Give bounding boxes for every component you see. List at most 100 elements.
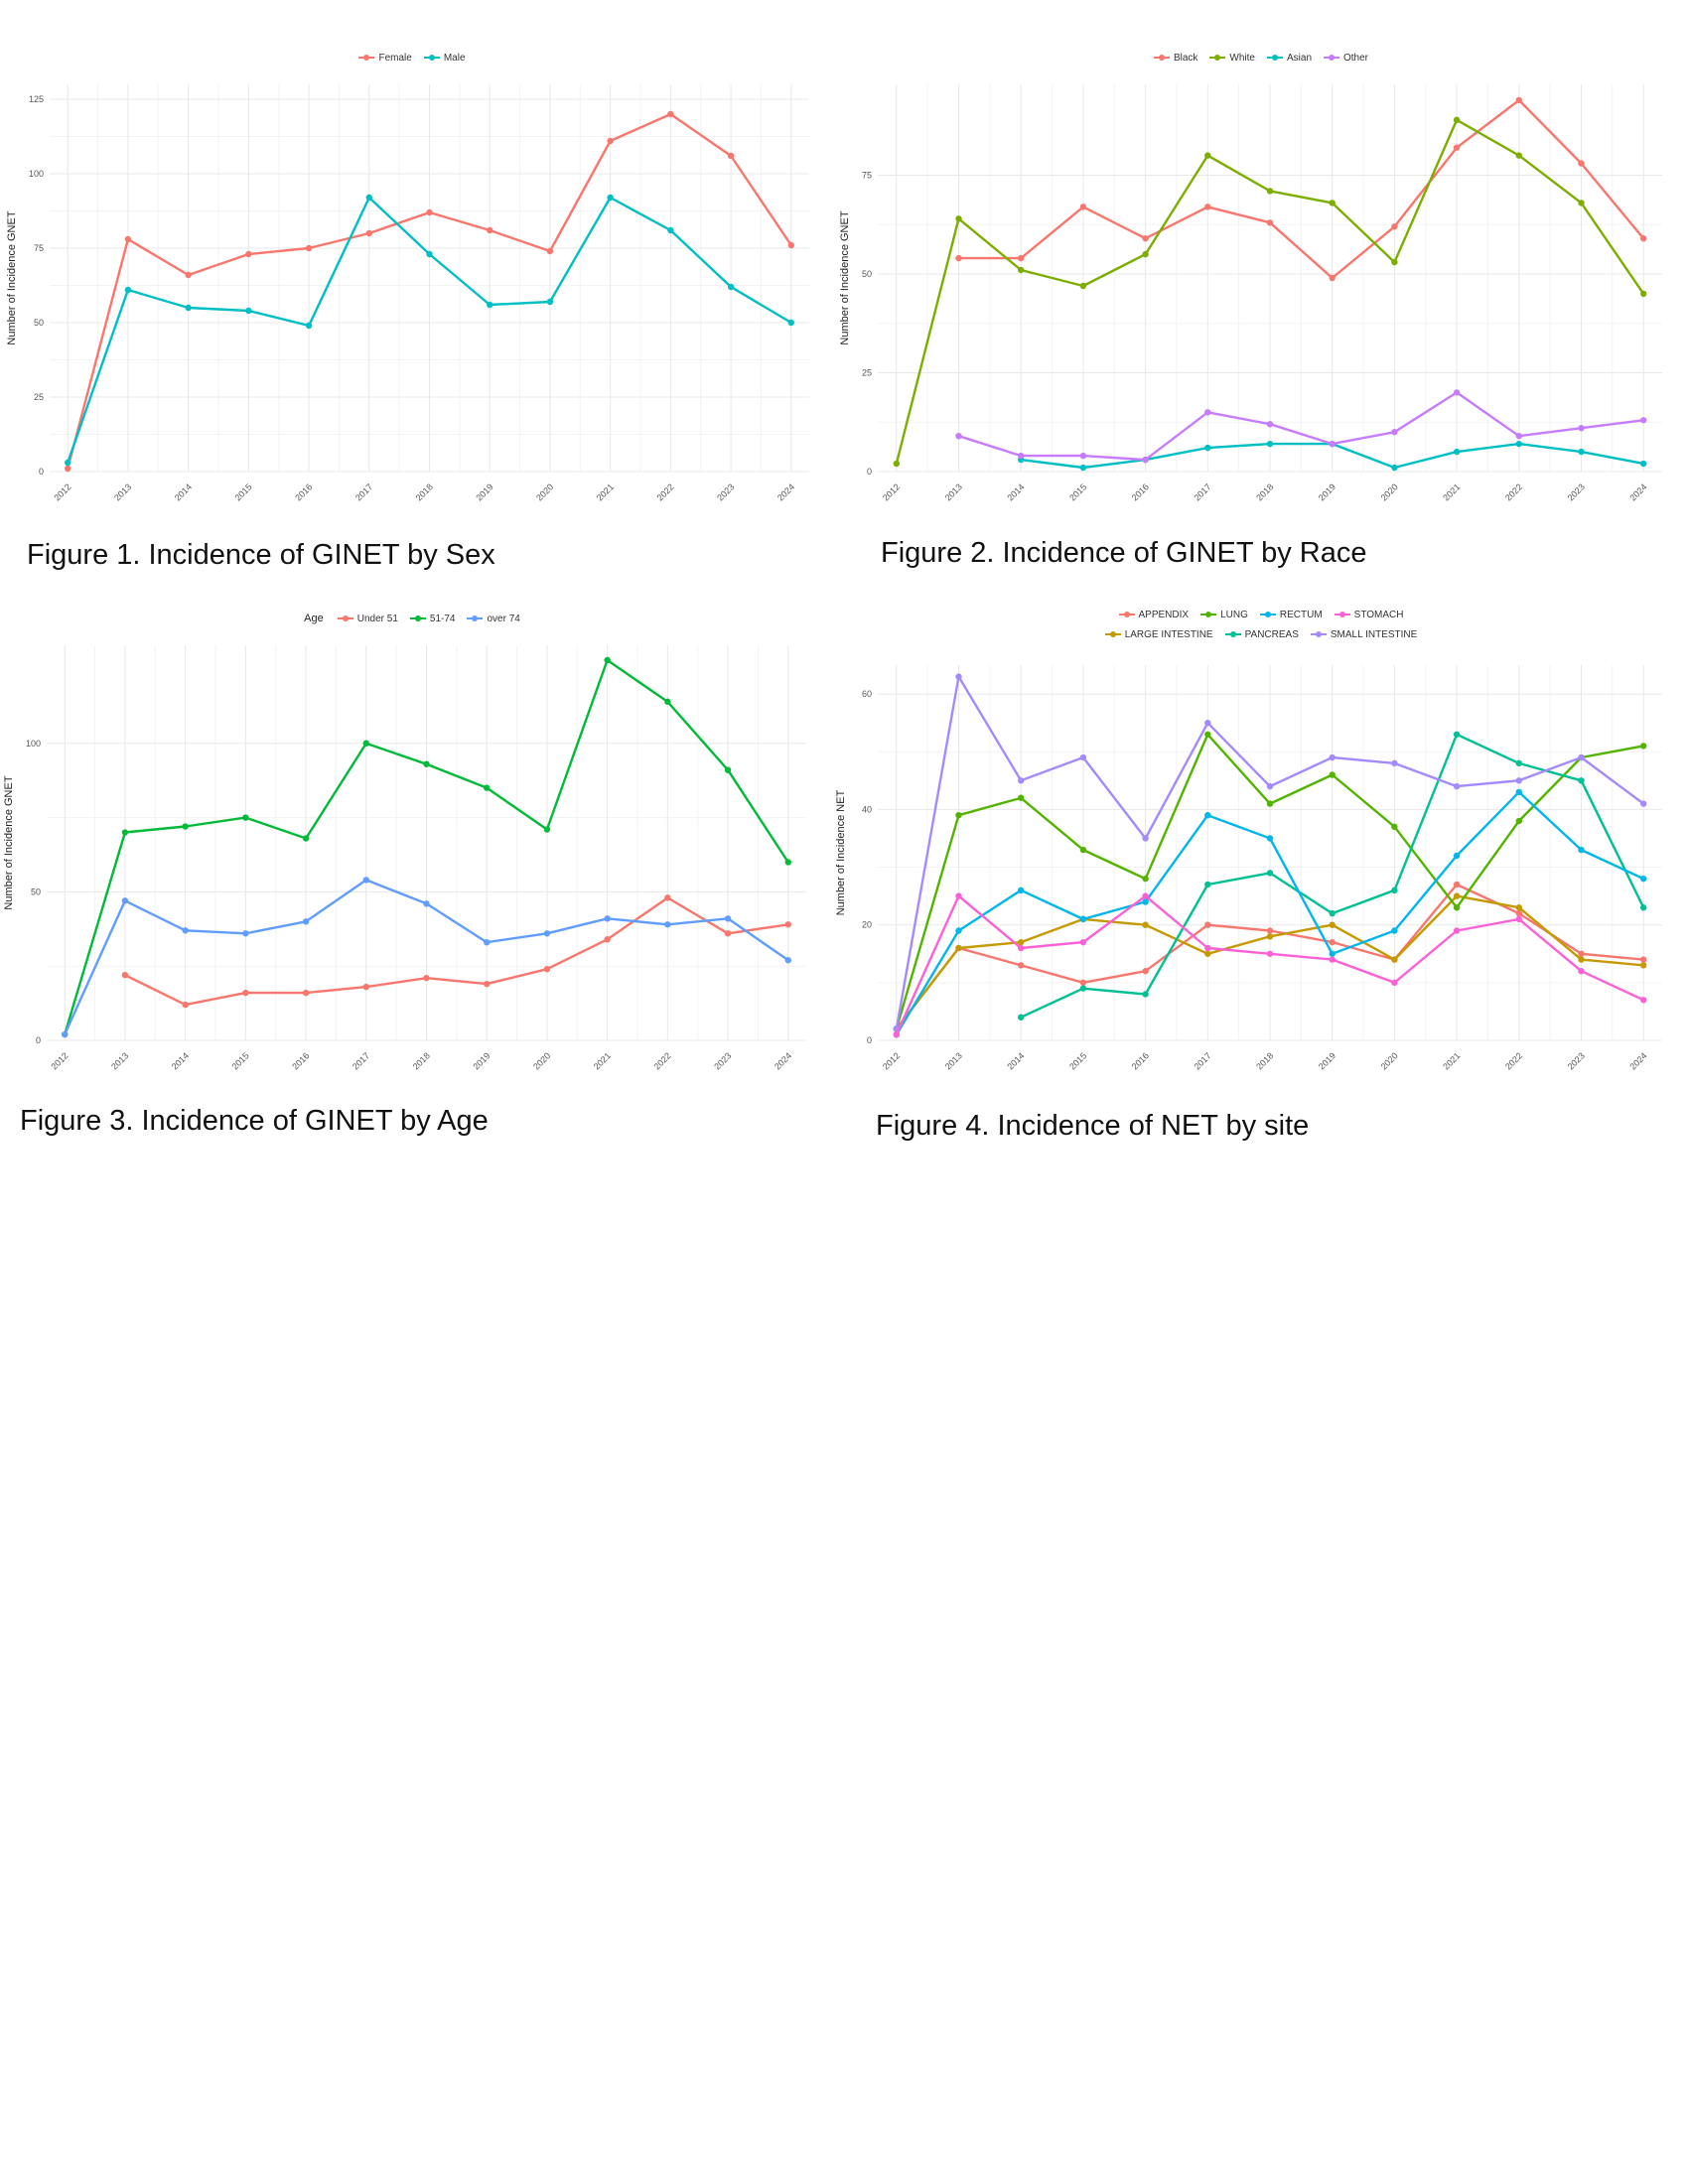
data-point [1329, 771, 1336, 778]
data-point [787, 319, 794, 327]
legend-item-white: White [1209, 53, 1255, 64]
data-point [1329, 274, 1336, 282]
data-point [955, 892, 962, 899]
data-point [121, 971, 129, 979]
data-point [1639, 460, 1647, 468]
legend-item-male: Male [423, 53, 466, 64]
data-point [487, 301, 493, 309]
x-tick-label: 2017 [1192, 1050, 1212, 1071]
data-point [423, 900, 430, 907]
y-tick-label: 50 [34, 318, 44, 328]
legend-swatch [1334, 610, 1350, 619]
y-tick-label: 100 [29, 169, 44, 179]
data-point [1266, 870, 1274, 877]
series-pancreas [1018, 731, 1647, 1021]
data-point [1453, 892, 1461, 899]
data-point [1515, 152, 1522, 159]
y-tick-label: 40 [862, 804, 872, 814]
x-tick-label: 2021 [1441, 481, 1462, 502]
y-tick-label: 60 [862, 689, 872, 699]
data-point [426, 250, 433, 258]
data-point [1578, 956, 1585, 963]
data-point [1329, 753, 1336, 761]
data-point [305, 244, 313, 252]
data-point [1391, 887, 1398, 893]
data-point [1391, 464, 1398, 472]
x-tick-label: 2014 [173, 481, 194, 502]
data-point [1578, 753, 1585, 761]
data-point [955, 254, 962, 262]
chart-svg: 2012 2013 2014 2015 2016 2017 2018 2019 2020 2021… [835, 665, 1662, 1072]
data-point [1391, 429, 1398, 436]
data-point [1515, 432, 1522, 440]
legend-item-rectum: RECTUM [1259, 610, 1323, 620]
data-point [1515, 777, 1522, 784]
data-point [1391, 979, 1398, 987]
data-point [245, 250, 252, 258]
y-tick-label: 0 [867, 1035, 872, 1045]
x-tick-label: 2012 [52, 481, 72, 502]
series-stomach [893, 892, 1647, 1038]
y-tick-label: 50 [862, 269, 872, 279]
series-over-74 [62, 877, 791, 1038]
data-point [185, 304, 192, 312]
legend-item-51-74: 51-74 [409, 614, 455, 624]
x-tick-label: 2019 [471, 1050, 492, 1071]
data-point [1453, 927, 1461, 934]
x-tick-label: 2024 [1627, 481, 1648, 502]
series-black [955, 96, 1647, 282]
data-point [362, 983, 369, 991]
data-point [1453, 116, 1461, 124]
data-point [1453, 731, 1461, 738]
legend-title: Age [304, 613, 324, 624]
data-point [1266, 440, 1274, 448]
y-tick-label: 0 [867, 467, 872, 477]
data-point [1079, 985, 1087, 992]
data-point [484, 980, 491, 988]
data-point [1391, 927, 1398, 934]
data-point [1639, 290, 1647, 298]
y-tick-label: 75 [862, 171, 872, 181]
data-point [426, 208, 433, 216]
data-point [1578, 448, 1585, 456]
x-tick-label: 2023 [715, 481, 736, 502]
data-point [604, 656, 611, 664]
figure-caption: Figure 4. Incidence of NET by site [876, 1110, 1310, 1142]
data-point [1391, 956, 1398, 963]
data-point [1204, 921, 1211, 928]
x-tick-label: 2024 [1627, 1050, 1648, 1071]
data-point [1204, 444, 1211, 452]
legend-row: Age Under 51 51-74 over 74 [0, 609, 824, 628]
figure-caption: Figure 1. Incidence of GINET by Sex [27, 539, 495, 571]
data-point [1329, 440, 1336, 448]
x-tick-label: 2016 [1130, 481, 1151, 502]
data-point [1018, 266, 1025, 274]
legend: Female Male [0, 48, 824, 68]
x-tick-label: 2017 [1192, 481, 1212, 502]
data-point [1639, 997, 1647, 1004]
data-point [1266, 800, 1274, 807]
x-tick-label: 2012 [881, 1050, 902, 1071]
data-point [1329, 909, 1336, 917]
data-point [1391, 759, 1398, 767]
data-point [1142, 968, 1149, 975]
data-point [664, 698, 671, 706]
x-tick-label: 2020 [534, 481, 555, 502]
legend-swatch [1104, 629, 1121, 639]
data-point [1079, 282, 1087, 290]
data-point [1453, 904, 1461, 911]
legend-item-asian: Asian [1266, 53, 1312, 64]
data-point [1578, 777, 1585, 784]
data-point [365, 229, 372, 237]
data-point [784, 921, 791, 928]
data-point [1329, 950, 1336, 957]
data-point [1578, 950, 1585, 957]
data-point [362, 740, 369, 747]
data-point [787, 241, 794, 249]
data-point [1079, 452, 1087, 460]
y-tick-label: 20 [862, 920, 872, 930]
data-point [1266, 927, 1274, 934]
data-point [607, 137, 614, 145]
data-point [124, 286, 132, 294]
legend-swatch [1259, 610, 1276, 619]
